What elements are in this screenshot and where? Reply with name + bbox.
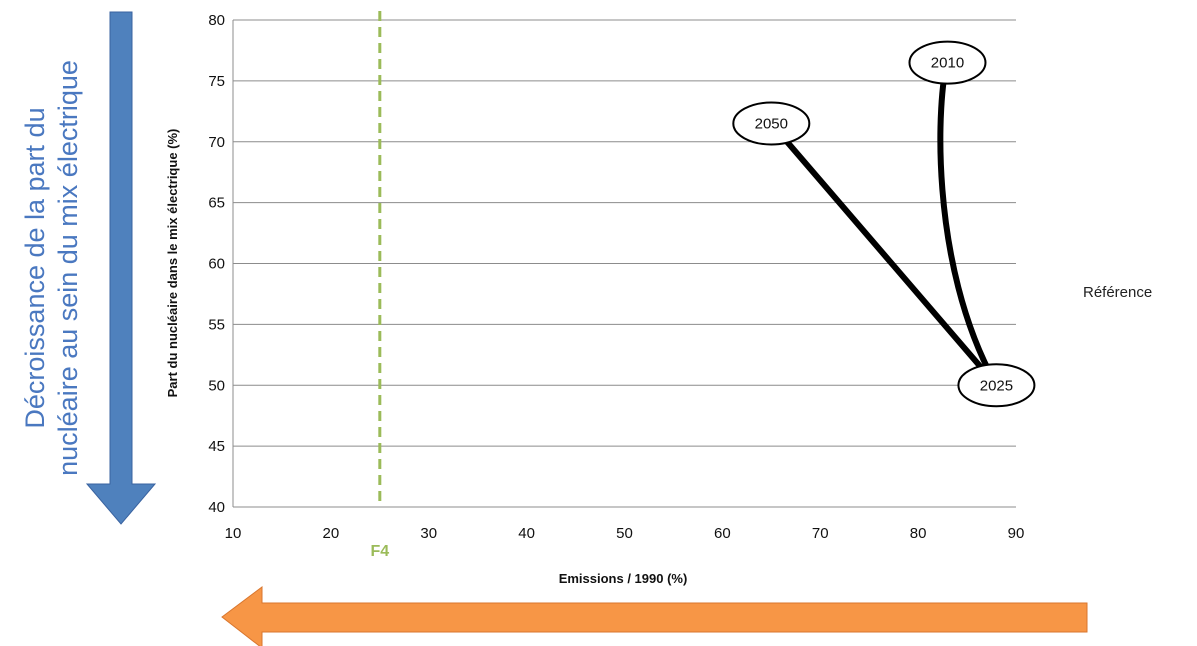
x-tick-label: 10 [225, 525, 242, 542]
reference-line-label: F4 [370, 543, 389, 560]
x-tick-label: 50 [616, 525, 633, 542]
point-label: 2025 [980, 377, 1013, 394]
series-group [771, 63, 996, 386]
y-tick-label: 45 [208, 438, 225, 455]
y-tick-label: 55 [208, 316, 225, 333]
x-axis-title: Emissions / 1990 (%) [559, 571, 688, 586]
x-tick-label: 90 [1008, 525, 1025, 542]
x-tick-label: 40 [518, 525, 535, 542]
y-tick-label: 60 [208, 256, 225, 273]
point-label: 2010 [931, 55, 964, 72]
legend-series-name: Référence [1083, 284, 1152, 301]
x-tick-label: 80 [910, 525, 927, 542]
y-tick-label: 50 [208, 377, 225, 394]
y-tick-label: 70 [208, 134, 225, 151]
down-arrow-icon [87, 12, 155, 524]
y-axis-title: Part du nucléaire dans le mix électrique… [165, 129, 180, 398]
y-tick-label: 65 [208, 195, 225, 212]
x-tick-label: 60 [714, 525, 731, 542]
side-label-line1: Décroissance de la part du [20, 107, 50, 428]
left-arrow-icon [222, 587, 1087, 646]
y-tick-label: 40 [208, 499, 225, 516]
series-line [771, 63, 996, 386]
x-tick-label: 30 [420, 525, 437, 542]
y-tick-label: 80 [208, 12, 225, 29]
x-tick-label: 70 [812, 525, 829, 542]
gridlines [233, 20, 1016, 507]
point-label: 2050 [755, 115, 788, 132]
y-tick-label: 75 [208, 73, 225, 90]
x-axis-ticks: 10 20 30 40 50 60 70 80 90 [225, 525, 1025, 542]
reference-line-group: F4 [370, 11, 389, 560]
y-axis-ticks: 40 45 50 55 60 65 70 75 80 [208, 12, 225, 516]
x-tick-label: 20 [323, 525, 340, 542]
side-label-line2: nucléaire au sein du mix électrique [53, 60, 83, 476]
point-labels: 2010 2025 2050 [733, 42, 1034, 407]
decrease-arrow-vertical [87, 12, 155, 524]
